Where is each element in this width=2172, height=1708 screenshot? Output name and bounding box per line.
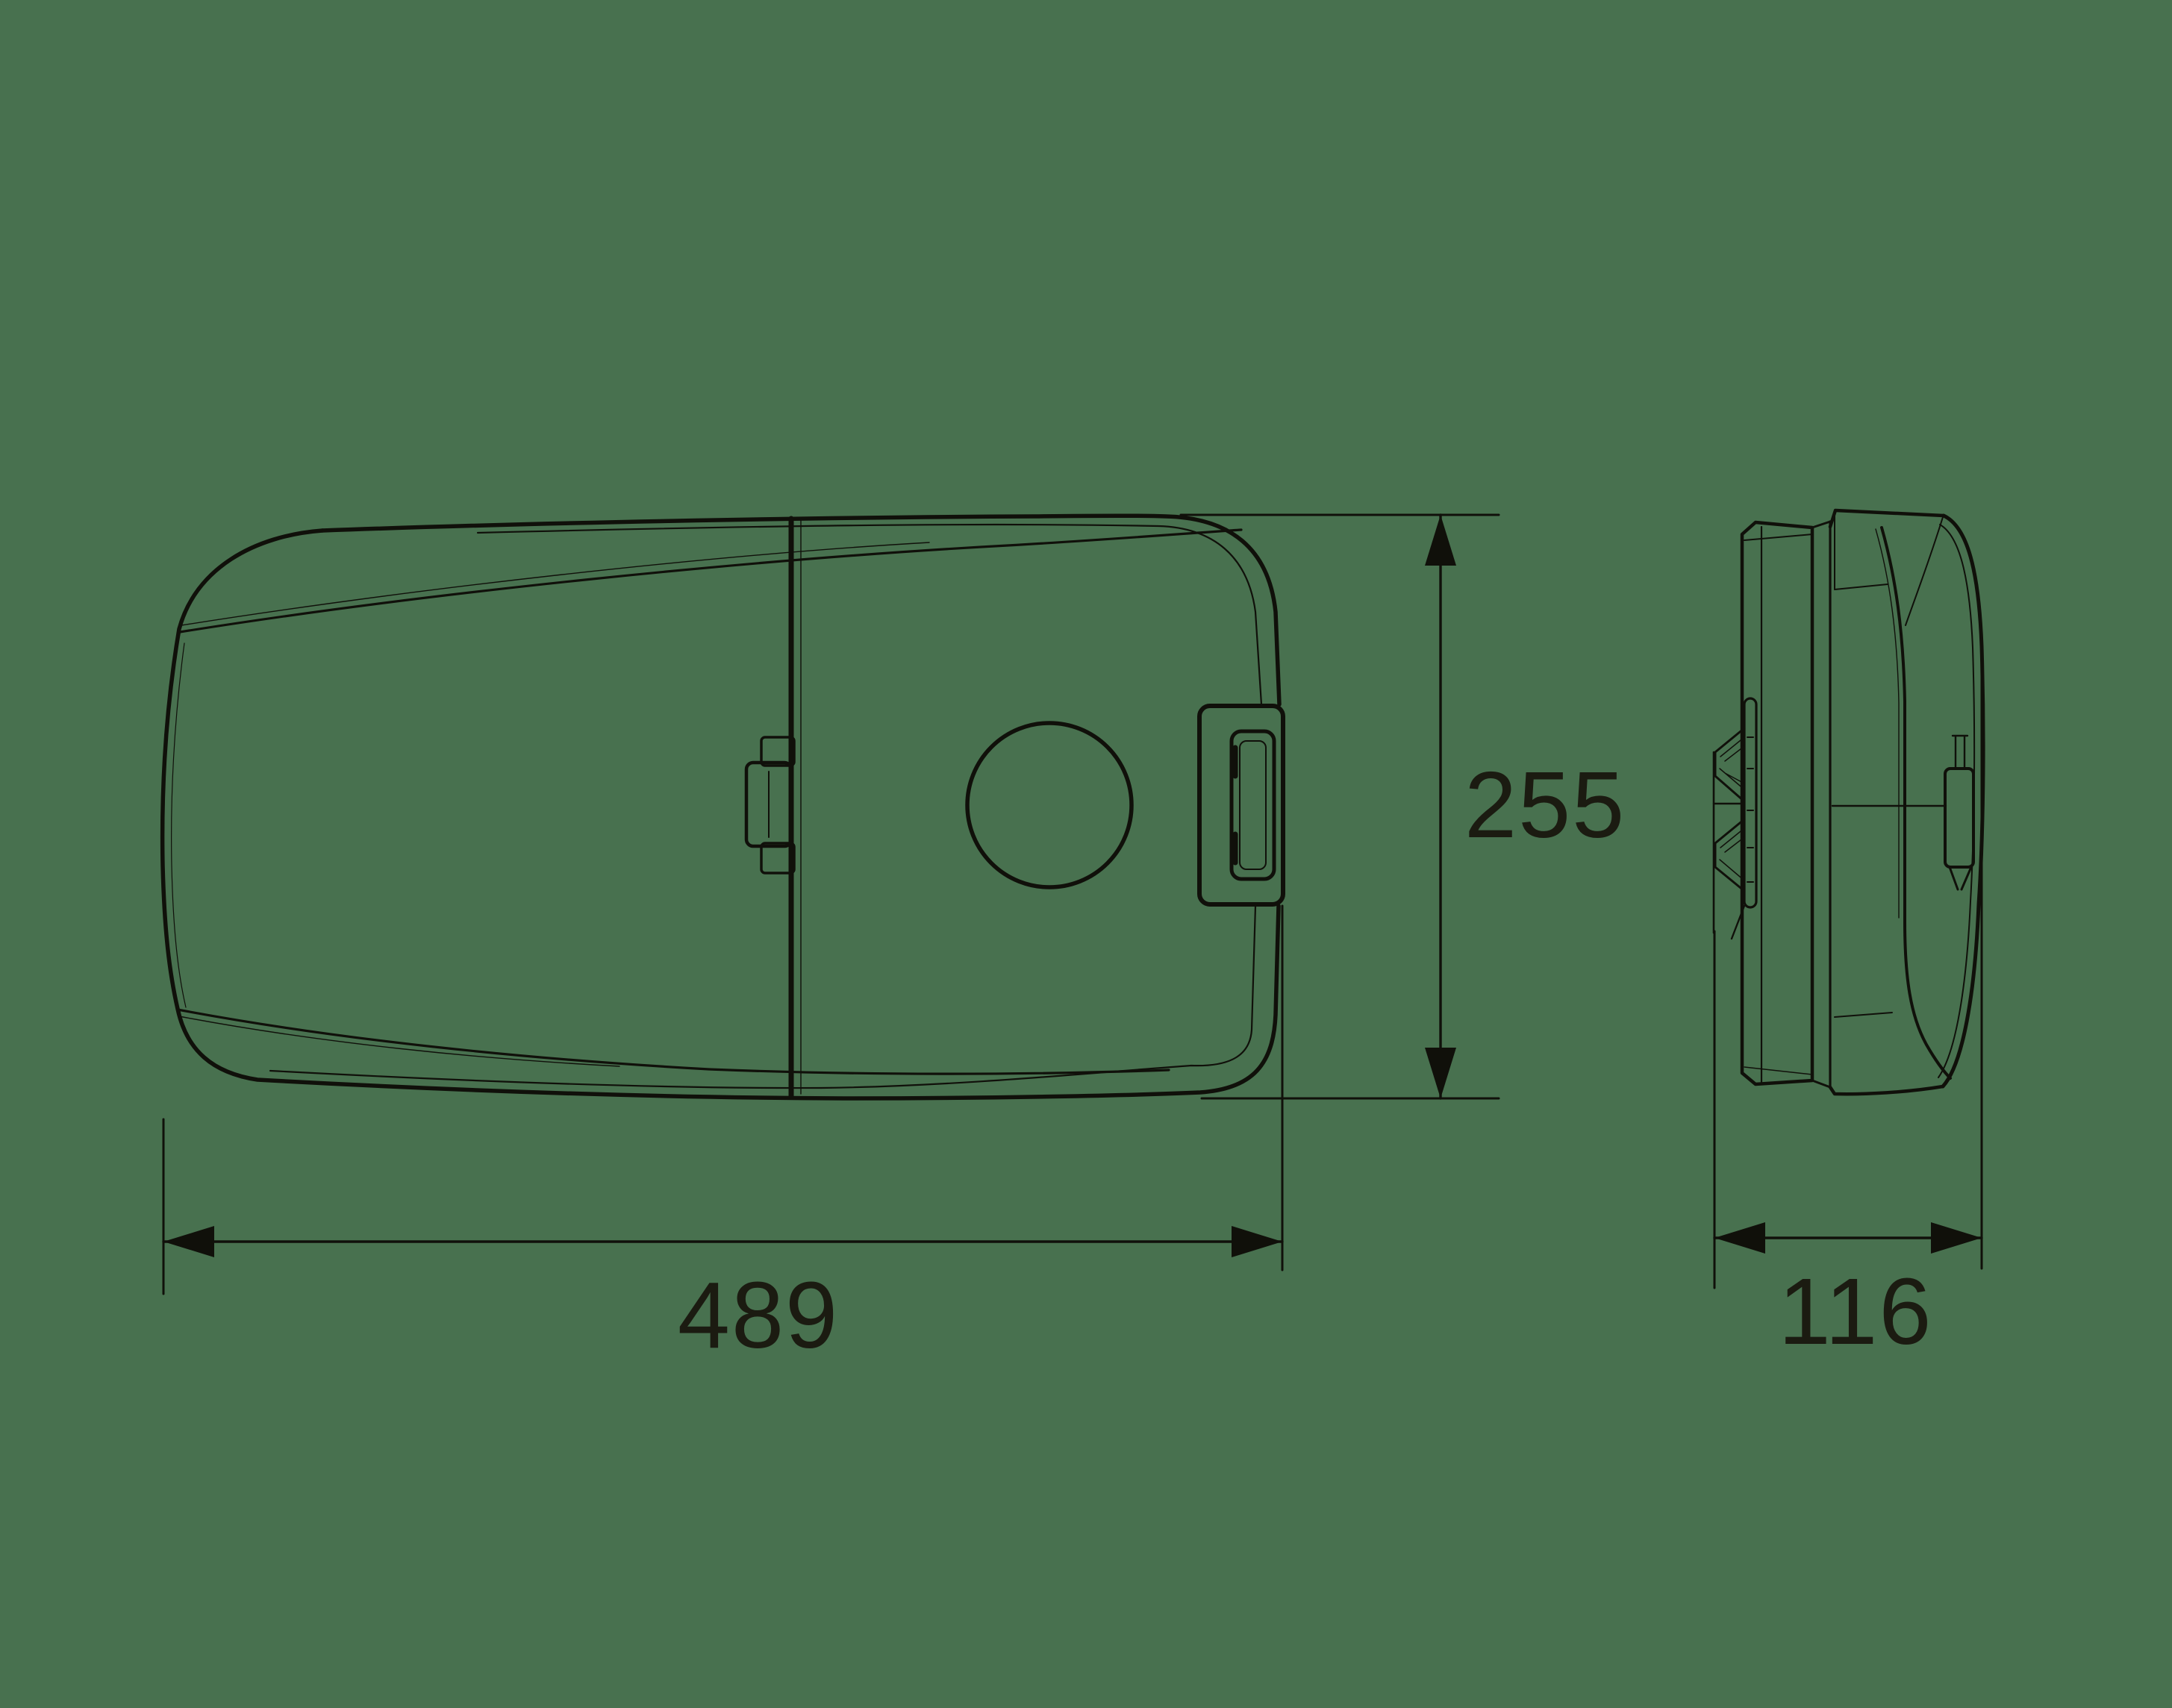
clip-rail-bar bbox=[1743, 697, 1758, 909]
center-latch-body bbox=[744, 760, 793, 848]
right-latch-frame bbox=[1197, 704, 1285, 907]
right-latch-slot bbox=[1229, 729, 1276, 881]
side-body-bottom-edge bbox=[1828, 1084, 1945, 1096]
side-backplate-bottom-edge bbox=[1744, 1066, 1813, 1075]
side-diffuser-outer bbox=[1941, 513, 1985, 1089]
side-right-latch bbox=[1944, 734, 1975, 891]
front-lower-crease-line bbox=[176, 1008, 1170, 1075]
clip-upper-spring bbox=[1714, 727, 1746, 803]
depth-dimension-label: 116 bbox=[1779, 1259, 1933, 1364]
side-latch-stem bbox=[1951, 734, 1969, 770]
arrow-left bbox=[163, 1226, 214, 1257]
front-upper-crease-echo bbox=[181, 542, 930, 626]
side-cap-bottom-line bbox=[1834, 584, 1888, 590]
side-body-top-edge bbox=[1828, 508, 1946, 529]
front-knockout-circle bbox=[965, 721, 1134, 889]
front-bezel-inner-bottom bbox=[269, 904, 1257, 1089]
clip-rail-ticks bbox=[1747, 736, 1754, 883]
front-bezel-inner-top bbox=[476, 523, 1263, 706]
front-center-latch bbox=[744, 736, 796, 875]
front-view bbox=[160, 513, 1285, 1101]
clip-upper-spring-leaves bbox=[1719, 736, 1745, 790]
clip-tail-line bbox=[1730, 904, 1746, 940]
arrow-down bbox=[1425, 1048, 1456, 1098]
side-top-crease bbox=[1905, 516, 1944, 626]
side-backplate-top-edge bbox=[1744, 534, 1813, 541]
arrow-right bbox=[1931, 1222, 1982, 1254]
arrow-right bbox=[1232, 1226, 1282, 1257]
side-view bbox=[1712, 508, 1985, 1096]
clip-lower-spring bbox=[1714, 818, 1746, 892]
side-chassis-bottom-bridge bbox=[1811, 1079, 1832, 1089]
side-chassis-top-bridge bbox=[1811, 520, 1832, 529]
side-latch-taper bbox=[1948, 866, 1973, 891]
front-upper-crease-line bbox=[178, 528, 1243, 634]
arrow-left bbox=[1714, 1222, 1765, 1254]
dimension-height: 255 bbox=[1179, 513, 1626, 1100]
side-foot-line bbox=[1834, 1012, 1893, 1018]
side-latch-body bbox=[1944, 767, 1975, 869]
dimension-width: 489 bbox=[162, 904, 1284, 1368]
dimension-depth: 116 bbox=[1713, 655, 1983, 1364]
side-backplate-outline bbox=[1740, 520, 1814, 1086]
side-funnel-curve bbox=[1880, 526, 1952, 1080]
clip-lower-spring-leaves bbox=[1719, 828, 1745, 881]
front-body-outline-main bbox=[160, 528, 1281, 1101]
arrow-up bbox=[1425, 515, 1456, 566]
right-latch-slot-inner bbox=[1239, 740, 1267, 870]
height-dimension-label: 255 bbox=[1464, 752, 1626, 857]
front-right-latch bbox=[1197, 704, 1285, 907]
front-body-outline-top bbox=[320, 513, 1282, 707]
front-lower-crease-echo bbox=[178, 1016, 620, 1067]
side-mounting-clip bbox=[1712, 697, 1758, 940]
side-funnel-echo bbox=[1875, 528, 1900, 919]
center-latch-bottom-tab bbox=[760, 842, 796, 875]
center-latch-top-tab bbox=[760, 736, 796, 767]
width-dimension-label: 489 bbox=[678, 1263, 839, 1368]
front-bezel-inner-left bbox=[171, 642, 187, 1008]
